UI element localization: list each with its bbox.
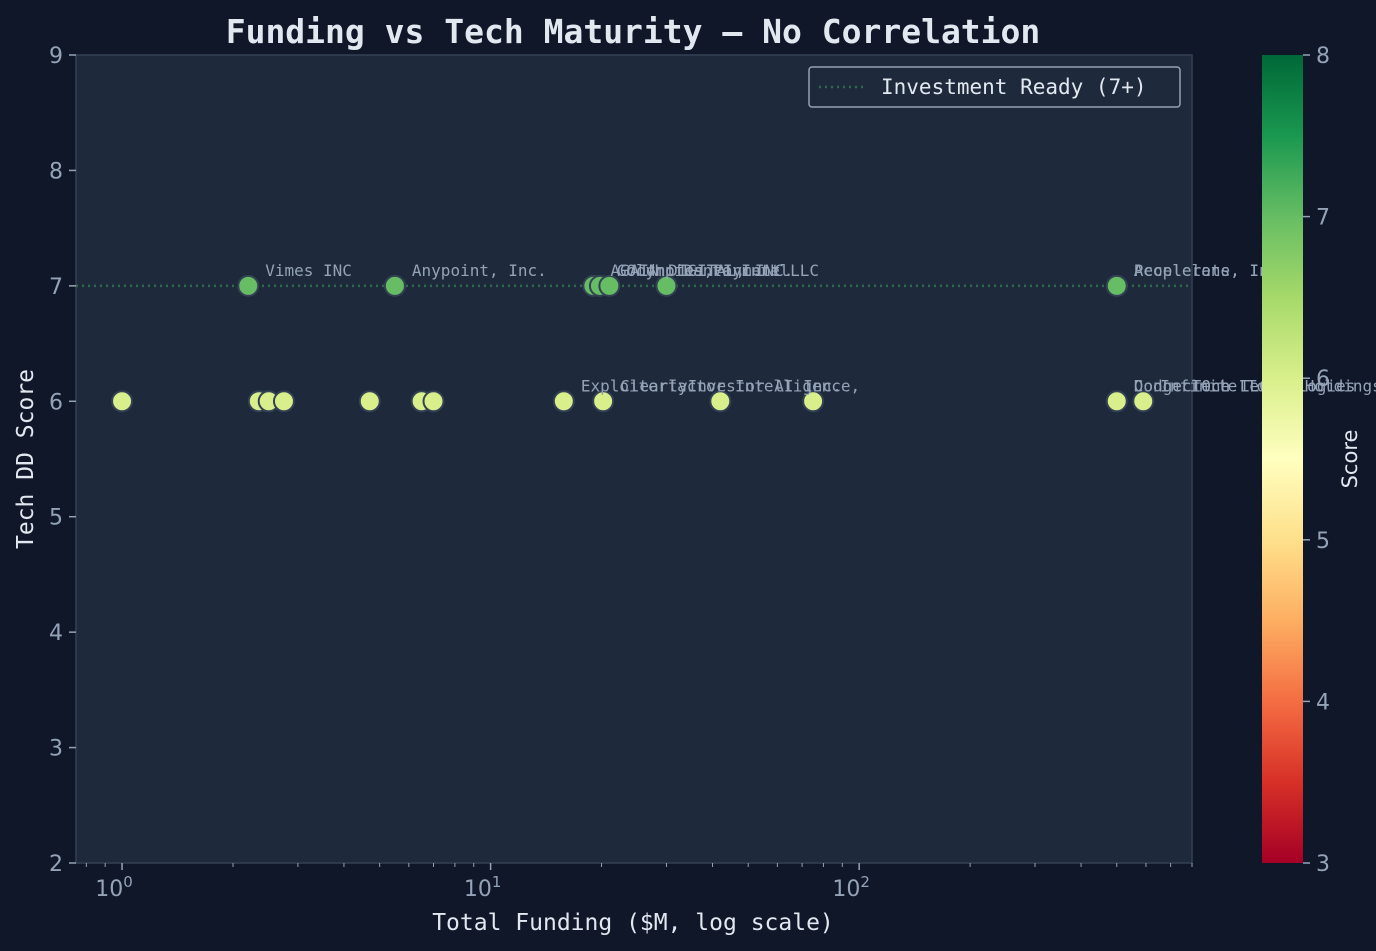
y-axis-label: Tech DD Score (13, 369, 39, 549)
colorbar-gradient (1262, 55, 1303, 863)
x-axis-label: Total Funding ($M, log scale) (432, 910, 834, 936)
x-tick-label: 101 (464, 873, 502, 902)
legend: Investment Ready (7+) (808, 66, 1181, 108)
legend-entry: Investment Ready (7+) (881, 75, 1147, 99)
point-label: Dodge Tech LLC (1134, 376, 1269, 395)
data-point (1105, 274, 1128, 297)
data-point (422, 390, 445, 413)
data-point (358, 390, 381, 413)
colorbar-tick-label: 3 (1316, 852, 1330, 877)
point-label: ClearlyInvestor AI Inc. (620, 376, 842, 395)
colorbar-label: Score (1338, 430, 1362, 489)
colorbar-tick-label: 5 (1316, 529, 1330, 554)
data-point (1105, 390, 1128, 413)
point-label: Olympics Payment LLC (626, 261, 819, 280)
point-label: Accelerate, Inc. (1134, 261, 1288, 280)
point-label: AGAIN DIGITAL, INC. (610, 261, 793, 280)
y-tick-label: 2 (49, 852, 63, 877)
y-tick-label: 5 (49, 506, 63, 531)
point-label: Vimes INC (265, 261, 352, 280)
data-point (552, 390, 575, 413)
point-label: Dante Intel (683, 261, 789, 280)
y-tick-label: 7 (49, 275, 63, 300)
colorbar-tick-label: 6 (1316, 367, 1330, 392)
data-point (383, 274, 406, 297)
y-tick-label: 3 (49, 737, 63, 762)
data-point (111, 390, 134, 413)
colorbar: 3 4 5 6 7 8 Score (1262, 44, 1362, 877)
colorbar-tick-label: 7 (1316, 206, 1330, 231)
plot-area (75, 54, 1193, 864)
data-point (592, 390, 615, 413)
x-tick-label: 100 (95, 873, 133, 902)
data-point (272, 390, 295, 413)
colorbar-tick-label: 4 (1316, 690, 1330, 715)
y-tick-label: 4 (49, 621, 63, 646)
legend-box (808, 66, 1181, 108)
x-tick-label: 102 (832, 873, 870, 902)
y-tick-label: 9 (49, 44, 63, 69)
chart-title: Funding vs Tech Maturity — No Correlatio… (226, 12, 1041, 51)
data-point (1132, 390, 1155, 413)
data-point (598, 274, 621, 297)
colorbar-tick-label: 8 (1316, 44, 1330, 69)
data-point (802, 390, 825, 413)
y-tick-label: 8 (49, 159, 63, 184)
data-point (237, 274, 260, 297)
point-label: Peoplelens, Inc. (1134, 261, 1288, 280)
y-tick-label: 6 (49, 390, 63, 415)
data-point (709, 390, 732, 413)
point-label: Goodnotes, Inc. (617, 261, 762, 280)
point-label: Anypoint, Inc. (412, 261, 547, 280)
data-point (655, 274, 678, 297)
point-label: Exploiterfactor Intelligence, (581, 376, 860, 395)
